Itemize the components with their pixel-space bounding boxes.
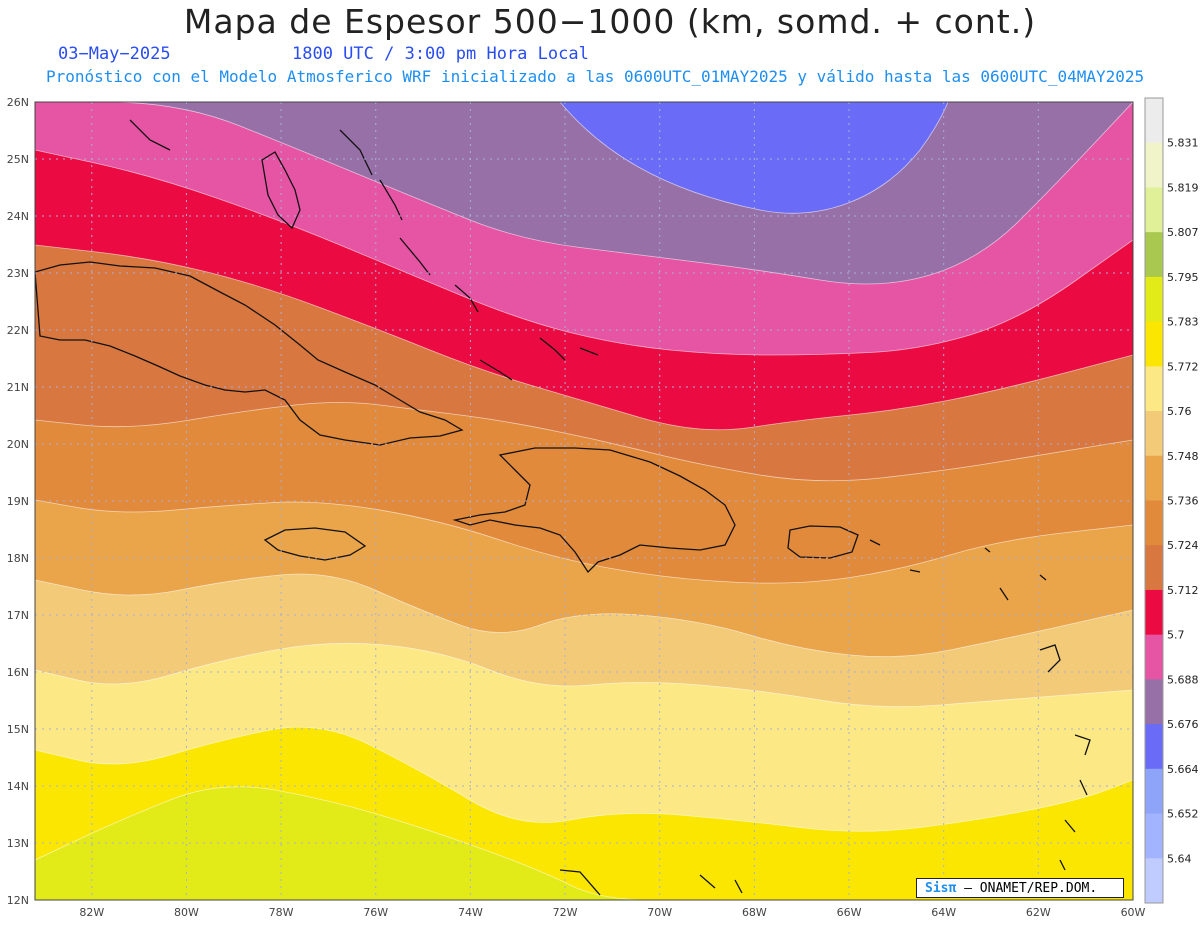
forecast-time: 1800 UTC / 3:00 pm Hora Local (292, 44, 589, 64)
colorbar-swatch (1145, 187, 1163, 233)
lon-label: 78W (269, 906, 294, 919)
colorbar-swatch (1145, 724, 1163, 770)
colorbar-swatch (1145, 276, 1163, 323)
lat-label: 24N (7, 210, 29, 223)
credit-brand: Sisπ (925, 881, 957, 896)
cuba-coastline (35, 261, 464, 446)
colorbar-label: 5.712 (1167, 584, 1199, 597)
colorbar-label: 5.795 (1167, 271, 1199, 284)
colorbar-label: 5.736 (1167, 495, 1199, 508)
thickness-bands (35, 102, 1133, 900)
lat-label: 21N (7, 381, 29, 394)
lat-label: 12N (7, 894, 29, 907)
colorbar-label: 5.7 (1167, 629, 1185, 642)
lon-label: 68W (742, 906, 767, 919)
lat-label: 20N (7, 438, 29, 451)
lat-label: 26N (7, 96, 29, 109)
colorbar-swatch (1145, 366, 1163, 412)
lat-label: 18N (7, 552, 29, 565)
colorbar-swatch (1145, 321, 1163, 367)
jamaica-coastline (263, 527, 367, 561)
colorbar-label: 5.783 (1167, 316, 1199, 329)
colorbar-label: 5.748 (1167, 450, 1199, 463)
lat-label: 25N (7, 153, 29, 166)
colorbar-frame (1144, 97, 1164, 904)
credit-box: Sisπ – ONAMET/REP.DOM. (916, 878, 1124, 898)
longitude-labels: 82W 80W 78W 76W 74W 72W 70W 68W 66W 64W 62W 60W (79, 906, 1145, 919)
colorbar-swatch (1145, 634, 1163, 680)
lon-label: 70W (647, 906, 672, 919)
puerto-rico-coastline (787, 525, 859, 559)
colorbar (1144, 97, 1164, 904)
colorbar-swatch (1145, 679, 1163, 725)
colorbar-swatch (1145, 589, 1163, 636)
forecast-date: 03−May−2025 (58, 44, 171, 64)
lon-label: 66W (837, 906, 862, 919)
lat-label: 17N (7, 609, 29, 622)
page-title: Mapa de Espesor 500−1000 (km, somd. + co… (183, 2, 1037, 41)
lon-label: 80W (174, 906, 199, 919)
forecast-subtitle: Pronóstico con el Modelo Atmosferico WRF… (46, 67, 1145, 86)
lon-label: 60W (1121, 906, 1146, 919)
graticule (35, 102, 1133, 900)
colorbar-label: 5.724 (1167, 539, 1199, 552)
lon-label: 76W (363, 906, 388, 919)
lat-label: 13N (7, 837, 29, 850)
colorbar-label: 5.76 (1167, 405, 1192, 418)
lat-label: 23N (7, 267, 29, 280)
colorbar-swatch (1145, 500, 1163, 546)
lon-label: 72W (553, 906, 578, 919)
colorbar-label: 5.831 (1167, 137, 1199, 150)
lon-label: 82W (79, 906, 104, 919)
lon-label: 62W (1026, 906, 1051, 919)
lat-label: 16N (7, 666, 29, 679)
colorbar-swatch (1145, 858, 1163, 904)
lat-label: 19N (7, 495, 29, 508)
map-frame (34, 101, 1134, 901)
bahamas-andros-coastline (261, 151, 301, 230)
lat-label: 15N (7, 723, 29, 736)
lat-label: 14N (7, 780, 29, 793)
colorbar-label: 5.772 (1167, 360, 1199, 373)
colorbar-swatch (1145, 232, 1163, 278)
thickness-low (559, 102, 949, 214)
colorbar-swatch (1145, 411, 1163, 457)
colorbar-swatch (1145, 455, 1163, 501)
colorbar-label: 5.664 (1167, 763, 1199, 776)
lon-label: 64W (931, 906, 956, 919)
colorbar-swatch (1145, 768, 1163, 815)
lat-label: 22N (7, 324, 29, 337)
colorbar-label: 5.652 (1167, 808, 1199, 821)
bahamas-islands (129, 119, 1091, 896)
credit-text: – ONAMET/REP.DOM. (964, 881, 1098, 896)
lon-label: 74W (458, 906, 483, 919)
colorbar-swatch (1145, 98, 1163, 144)
colorbar-swatch (1145, 813, 1163, 859)
colorbar-label: 5.688 (1167, 673, 1199, 686)
hispaniola-coastline (452, 447, 736, 574)
colorbar-swatch (1145, 545, 1163, 591)
colorbar-label: 5.819 (1167, 181, 1199, 194)
colorbar-label: 5.676 (1167, 718, 1199, 731)
colorbar-label: 5.64 (1167, 852, 1192, 865)
colorbar-swatch (1145, 142, 1163, 188)
latitude-labels: 26N 25N 24N 23N 22N 21N 20N 19N 18N 17N 16N 15N 14N 1… (7, 96, 29, 907)
coastlines (35, 119, 1091, 896)
colorbar-label: 5.807 (1167, 226, 1199, 239)
colorbar-labels: 5.831 5.819 5.807 5.795 5.783 5.772 5.76 5.748 5… (1167, 137, 1199, 866)
